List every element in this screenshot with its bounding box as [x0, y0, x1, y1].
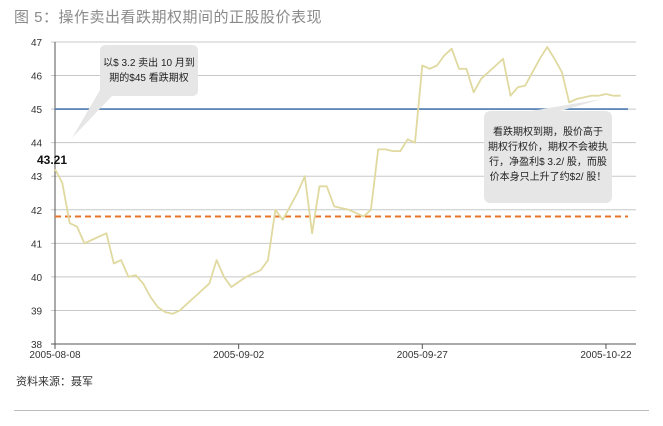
- callout-left-line-1: 以$ 3.2 卖出 10 月到: [103, 56, 195, 69]
- callout-left-bubble: [72, 45, 198, 138]
- price-series: [54, 46, 621, 315]
- callout-right-line-1: 看跌期权到期，股价高于: [493, 125, 603, 138]
- bottom-divider: [14, 410, 649, 411]
- x-tick-label: 2005-10-22: [580, 350, 632, 361]
- callout-left: 以$ 3.2 卖出 10 月到 期的$45 看跌期权: [72, 45, 198, 138]
- x-axis-ticks: 2005-08-08 2005-09-02 2005-09-27 2005-10-22: [29, 344, 632, 361]
- x-tick-label: 2005-09-27: [397, 350, 449, 361]
- y-tick-label: 44: [31, 139, 43, 150]
- x-tick-label: 2005-09-02: [213, 350, 265, 361]
- callout-right-line-2: 期权行权价，期权不会被执: [488, 140, 608, 153]
- chart-title: 图 5：操作卖出看跌期权期间的正股股价表现: [14, 9, 323, 26]
- y-tick-label: 39: [31, 306, 43, 317]
- y-axis-ticks: 38 39 40 41 42 43 44 45 46 47: [31, 38, 43, 351]
- y-tick-label: 47: [31, 38, 43, 49]
- y-tick-label: 43: [31, 172, 43, 183]
- source-note: 资料来源：聂军: [16, 376, 93, 388]
- callout-right-line-3: 行，净盈利$ 3.2/ 股，而股: [489, 155, 607, 168]
- callout-right-bubble: [484, 99, 612, 203]
- callout-right: 看跌期权到期，股价高于 期权行权价，期权不会被执 行，净盈利$ 3.2/ 股，而…: [484, 99, 612, 203]
- y-tick-label: 38: [31, 340, 43, 351]
- y-tick-label: 42: [31, 206, 43, 217]
- y-tick-label: 46: [31, 72, 43, 83]
- callout-left-line-2: 期的$45 看跌期权: [109, 71, 188, 84]
- start-price-label: 43.21: [37, 153, 67, 167]
- x-tick-label: 2005-08-08: [29, 350, 81, 361]
- callout-right-line-4: 价本身只上升了约$2/ 股！: [490, 170, 607, 183]
- series-line: [54, 46, 621, 315]
- reference-lines: [55, 108, 628, 218]
- y-tick-label: 40: [31, 273, 43, 284]
- y-tick-label: 45: [31, 105, 43, 116]
- y-tick-label: 41: [31, 239, 43, 250]
